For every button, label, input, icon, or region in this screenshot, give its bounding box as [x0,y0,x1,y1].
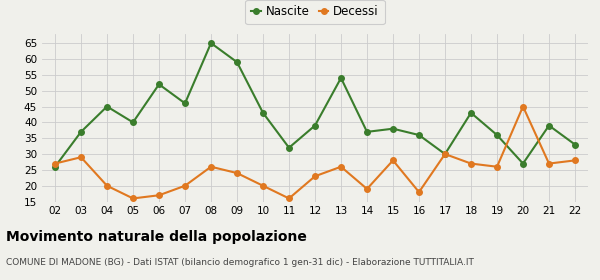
Decessi [259,184,266,187]
Decessi [545,162,553,165]
Decessi [467,162,475,165]
Decessi [181,184,188,187]
Decessi [520,105,527,108]
Decessi [337,165,344,168]
Decessi [364,187,371,191]
Decessi [52,162,59,165]
Decessi [208,165,215,168]
Nascite [130,121,137,124]
Nascite [389,127,397,130]
Nascite [545,124,553,127]
Decessi [77,156,85,159]
Nascite [311,124,319,127]
Decessi [571,159,578,162]
Decessi [415,190,422,194]
Nascite [520,162,527,165]
Nascite [259,111,266,115]
Decessi [442,152,449,156]
Text: COMUNE DI MADONE (BG) - Dati ISTAT (bilancio demografico 1 gen-31 dic) - Elabora: COMUNE DI MADONE (BG) - Dati ISTAT (bila… [6,258,474,267]
Nascite [571,143,578,146]
Nascite [286,146,293,150]
Decessi [233,171,241,175]
Nascite [233,60,241,64]
Nascite [52,165,59,168]
Nascite [155,83,163,86]
Decessi [103,184,110,187]
Decessi [493,165,500,168]
Text: Movimento naturale della popolazione: Movimento naturale della popolazione [6,230,307,244]
Nascite [181,102,188,105]
Nascite [103,105,110,108]
Nascite [77,130,85,134]
Decessi [389,159,397,162]
Decessi [155,193,163,197]
Nascite [337,76,344,80]
Decessi [311,174,319,178]
Nascite [467,111,475,115]
Nascite [208,41,215,45]
Nascite [415,133,422,137]
Legend: Nascite, Decessi: Nascite, Decessi [245,0,385,24]
Nascite [364,130,371,134]
Decessi [130,197,137,200]
Nascite [442,152,449,156]
Nascite [493,133,500,137]
Line: Nascite: Nascite [52,40,578,169]
Decessi [286,197,293,200]
Line: Decessi: Decessi [52,104,578,201]
